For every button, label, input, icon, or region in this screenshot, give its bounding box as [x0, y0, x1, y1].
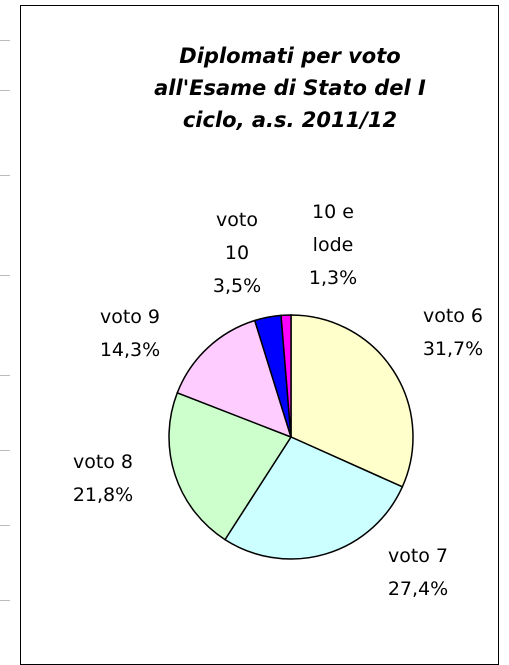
- value-label: 27,4%: [387, 578, 449, 600]
- sheet-line: [0, 275, 10, 276]
- value-label: 1,3%: [308, 267, 358, 289]
- slice-label: voto 8 21,8%: [48, 446, 158, 512]
- sheet-line: [0, 40, 10, 41]
- sheet-line: [0, 525, 10, 526]
- sheet-line: [0, 375, 10, 376]
- value-label: 14,3%: [99, 339, 161, 361]
- slice-label: voto 7 27,4%: [363, 540, 473, 606]
- slice-label: voto 10 3,5%: [207, 204, 267, 303]
- sheet-line: [0, 90, 10, 91]
- pie-slice: [290, 314, 414, 488]
- chart-title: Diplomati per voto all'Esame di Stato de…: [154, 44, 426, 132]
- pie-slice: [168, 391, 293, 541]
- category-label: voto 10: [216, 209, 258, 264]
- category-label: voto 7: [387, 545, 449, 567]
- sheet-line: [0, 175, 10, 176]
- value-label: 31,7%: [422, 338, 484, 360]
- sheet-line: [0, 450, 10, 451]
- value-label: 21,8%: [72, 484, 134, 506]
- category-label: voto 9: [99, 306, 161, 328]
- pie-slice: [223, 436, 404, 560]
- slice-label: voto 9 14,3%: [75, 301, 185, 367]
- pie-slice: [280, 314, 292, 438]
- sheet-line: [0, 600, 10, 601]
- category-label: voto 8: [72, 451, 134, 473]
- category-label: 10 e lode: [312, 201, 354, 256]
- category-label: voto 6: [422, 305, 484, 327]
- slice-label: voto 6 31,7%: [398, 300, 508, 366]
- value-label: 3,5%: [212, 275, 262, 297]
- pie-slice: [176, 319, 293, 439]
- slice-label: 10 e lode 1,3%: [303, 196, 363, 295]
